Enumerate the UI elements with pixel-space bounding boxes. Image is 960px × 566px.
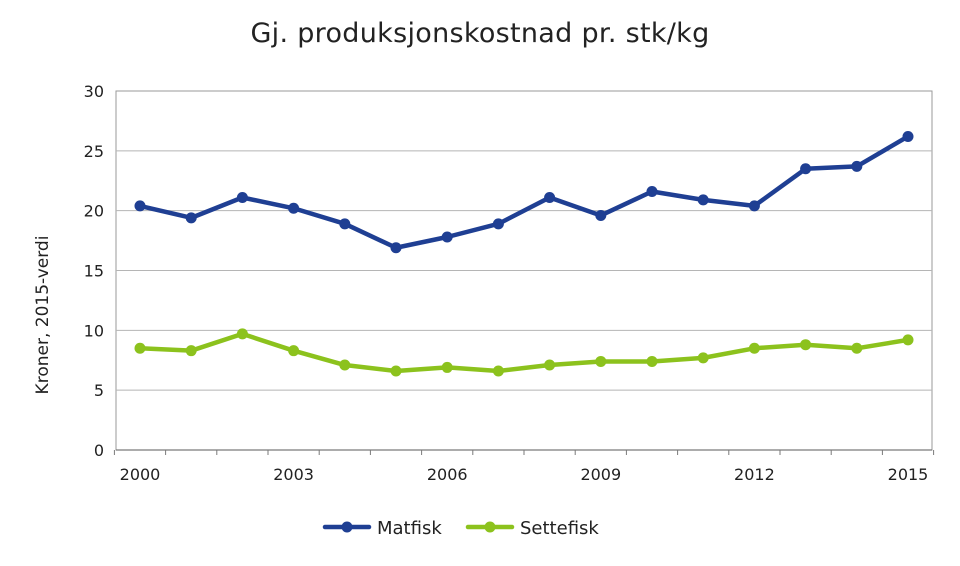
x-tick-label: 2006 [427,465,468,484]
x-tick-label: 2009 [580,465,621,484]
plot-area: 0 5 10 15 20 25 30 2000 2003 2006 2009 2012 2015 [84,82,935,484]
x-tick-label: 2003 [273,465,314,484]
data-point-matfisk [544,192,556,204]
data-point-settefisk [800,339,812,351]
y-tick-label: 15 [84,262,104,281]
chart-title: Gj. produksjonskostnad pr. stk/kg [250,18,710,49]
data-point-matfisk [236,192,248,204]
data-point-matfisk [441,231,453,243]
y-tick-label: 10 [84,321,104,340]
data-point-matfisk [800,163,812,175]
data-point-settefisk [441,361,453,373]
data-point-matfisk [748,200,760,212]
x-tick-label: 2012 [734,465,775,484]
data-point-settefisk [544,359,556,371]
data-point-matfisk [902,130,914,142]
data-point-settefisk [288,345,300,357]
data-point-settefisk [492,365,504,377]
legend-label-settefisk: Settefisk [520,518,599,539]
y-tick-label: 30 [84,82,104,101]
y-tick-label: 25 [84,142,104,161]
x-tick-label: 2000 [120,465,161,484]
y-axis-title-group: Kroner, 2015-verdi [33,236,53,395]
series-line-matfisk [137,134,911,251]
y-tick-label: 5 [94,381,104,400]
data-point-matfisk [646,186,658,198]
data-point-settefisk [697,352,709,364]
data-point-matfisk [339,218,351,230]
data-point-matfisk [134,200,146,212]
data-point-settefisk [134,342,146,354]
y-tick-label: 0 [94,441,104,460]
data-point-settefisk [646,355,658,367]
legend: Matfisk Settefisk [322,518,599,539]
data-point-settefisk [748,342,760,354]
y-tick-label: 20 [84,202,104,221]
data-point-matfisk [288,202,300,214]
data-point-settefisk [851,342,863,354]
y-axis-title: Kroner, 2015-verdi [33,236,53,395]
legend-label-matfisk: Matfisk [377,518,442,539]
legend-marker-matfisk [341,521,353,533]
x-tick-label: 2015 [888,465,929,484]
data-point-settefisk [236,328,248,340]
series-line-settefisk [137,331,911,374]
data-point-settefisk [339,359,351,371]
data-point-settefisk [902,334,914,346]
data-point-matfisk [492,218,504,230]
data-point-settefisk [185,345,197,357]
data-point-matfisk [595,209,607,221]
data-point-matfisk [851,160,863,172]
data-point-settefisk [390,365,402,377]
data-point-matfisk [390,242,402,254]
data-point-settefisk [595,355,607,367]
legend-marker-settefisk [484,521,496,533]
data-point-matfisk [185,212,197,224]
data-point-matfisk [697,194,709,206]
